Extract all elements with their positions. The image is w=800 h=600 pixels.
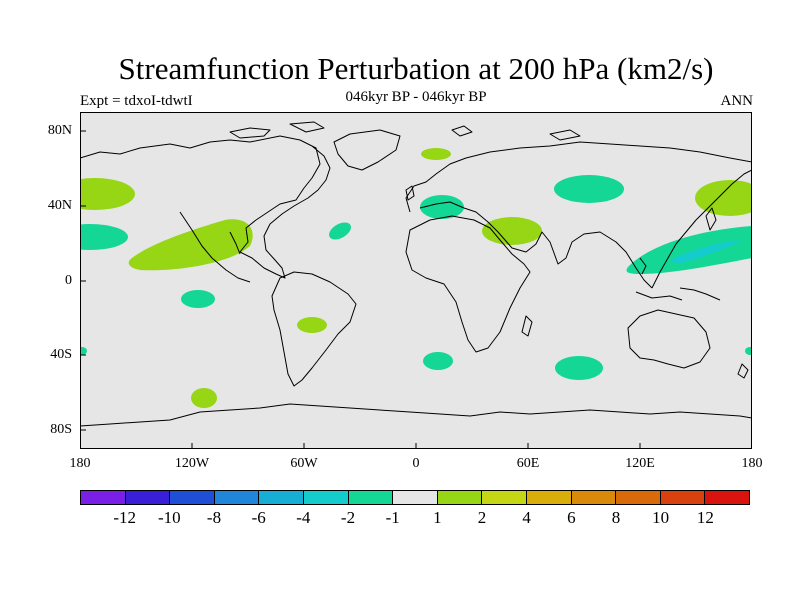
contour-spacific-pos (191, 388, 217, 408)
colorbar-box-3 (214, 491, 260, 504)
coast-novaya-zemlya (549, 129, 581, 141)
lat-label-80n: 80N (47, 123, 72, 138)
contour-epacific-neg (181, 290, 215, 308)
contour-npacific-west (80, 178, 135, 210)
lon-label-60e: 60E (516, 456, 540, 471)
colorbar (80, 490, 750, 505)
lon-label-180e: 180 (741, 456, 763, 471)
lon-label-120w: 120W (174, 456, 210, 471)
colorbar-label-10: 6 (567, 508, 576, 527)
colorbar-label-11: 8 (611, 508, 621, 527)
lat-label-80s: 80S (50, 422, 72, 437)
coast-japan (705, 207, 717, 231)
colorbar-box-1 (125, 491, 171, 504)
colorbar-label-6: -1 (385, 508, 400, 527)
colorbar-box-0 (81, 491, 126, 504)
lon-label-180w: 180 (69, 456, 91, 471)
coast-greenland (333, 129, 401, 171)
contour-samerica-pos (297, 317, 327, 333)
colorbar-box-8 (437, 491, 483, 504)
contour-atlantic-neg (329, 222, 351, 240)
coast-indonesia-2 (679, 287, 721, 301)
map-background (80, 112, 752, 449)
map-panel (80, 112, 752, 449)
colorbar-box-9 (482, 491, 527, 504)
coast-antarctica (80, 403, 752, 427)
colorbar-box-6 (348, 491, 394, 504)
colorbar-label-9: 4 (522, 508, 531, 527)
contour-mexico-pos (128, 219, 253, 271)
colorbar-label-8: 2 (477, 508, 487, 527)
contour-wpacific-neg2 (670, 240, 740, 264)
season-label: ANN (720, 93, 754, 109)
coast-australia (627, 309, 711, 369)
colorbar-label-4: -4 (296, 508, 311, 527)
coast-south-america (271, 271, 357, 387)
plot-title: Streamfunction Perturbation at 200 hPa (… (118, 51, 714, 86)
lon-label-0: 0 (412, 456, 420, 471)
coast-svalbard (451, 125, 473, 137)
contour-asia-neg (554, 175, 624, 203)
tick-marks (80, 130, 641, 449)
colorbar-label-7: 1 (433, 508, 442, 527)
lon-label-60w: 60W (290, 456, 318, 471)
contour-satlantic-neg (423, 352, 453, 370)
lon-label-120e: 120E (625, 456, 655, 471)
coast-africa (405, 215, 531, 353)
coast-philippines (639, 257, 647, 275)
contour-indian-neg (555, 356, 603, 380)
colorbar-box-4 (259, 491, 304, 504)
lat-label-40n: 40N (47, 198, 72, 213)
colorbar-label-2: -8 (206, 508, 222, 527)
contour-fills (80, 148, 752, 408)
coast-arctic-islands-1 (229, 127, 271, 139)
coast-na-west (179, 211, 251, 283)
map-svg (80, 112, 752, 449)
contour-wpacific-neg (626, 226, 752, 274)
coast-madagascar (521, 315, 533, 337)
colorbar-label-5: -2 (340, 508, 356, 527)
contour-europe-neg (420, 195, 464, 219)
colorbar-box-7 (393, 491, 438, 504)
contour-mideast-pos (482, 217, 542, 245)
coast-arctic-islands-2 (289, 121, 325, 133)
contour-pacific-neg (80, 224, 128, 250)
lat-label-0: 0 (65, 273, 72, 288)
colorbar-box-2 (170, 491, 215, 504)
coast-british-isles (405, 185, 415, 201)
colorbar-label-0: -12 (113, 508, 136, 527)
colorbar-label-12: 10 (652, 508, 670, 527)
coast-indonesia-1 (635, 291, 683, 301)
colorbar-box-12 (616, 491, 661, 504)
colorbar-box-11 (571, 491, 617, 504)
colorbar-box-10 (526, 491, 572, 504)
coast-eurasia-north (405, 141, 752, 213)
colorbar-label-3: -6 (251, 508, 266, 527)
plot-subtitle: 046kyr BP - 046kyr BP (345, 89, 487, 105)
colorbar-box-13 (660, 491, 706, 504)
colorbar-box-5 (303, 491, 349, 504)
coast-eurasia-south (419, 201, 653, 289)
contour-edge-east (745, 347, 752, 355)
coast-baja (229, 231, 241, 255)
colorbar-label-13: 12 (696, 508, 714, 527)
lat-label-40s: 40S (50, 347, 72, 362)
experiment-label: Expt = tdxoI-tdwtI (80, 93, 193, 109)
contour-edge-west (80, 347, 87, 355)
colorbar-box-14 (705, 491, 749, 504)
contour-arctic-pos (421, 148, 451, 160)
coastlines (80, 121, 752, 427)
coast-new-zealand (737, 363, 749, 379)
colorbar-label-1: -10 (157, 508, 181, 527)
coast-east-asia (651, 169, 752, 289)
coast-north-america (80, 135, 331, 279)
